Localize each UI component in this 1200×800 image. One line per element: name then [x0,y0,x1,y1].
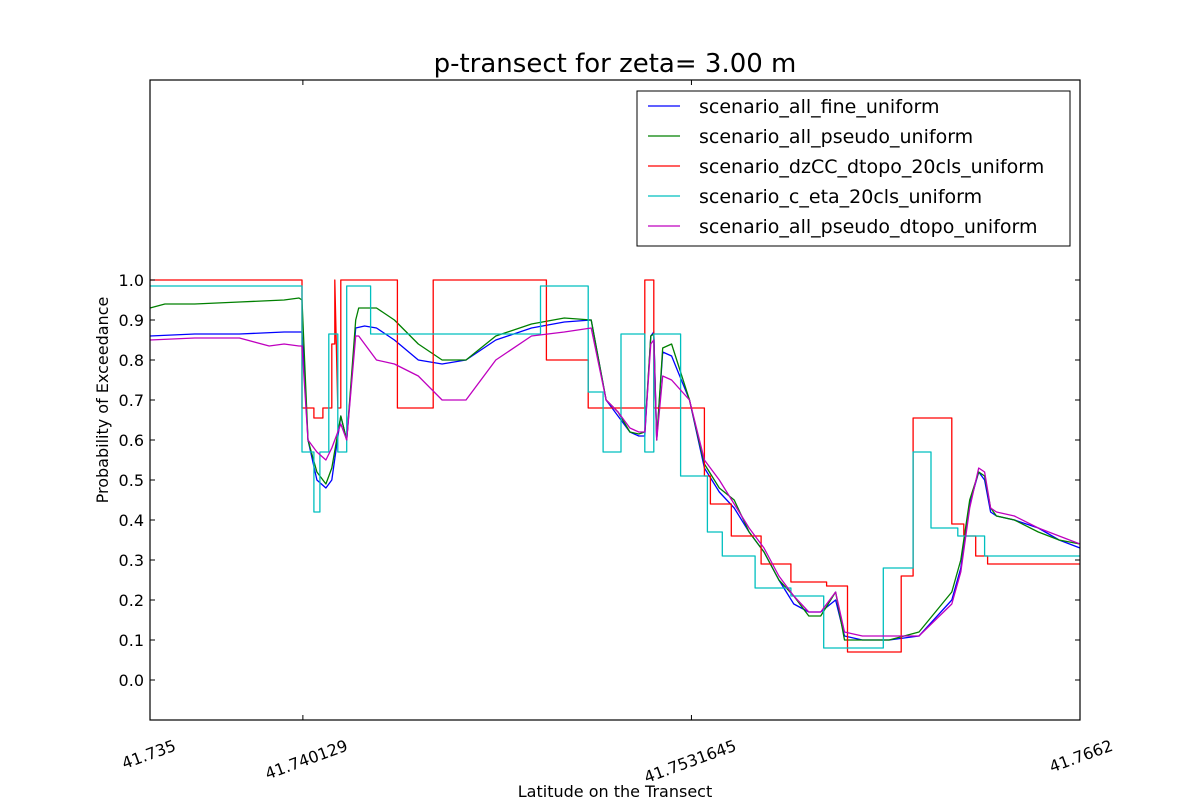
legend-entry-label: scenario_all_fine_uniform [699,96,940,118]
y-axis-label: Probability of Exceedance [93,297,112,504]
x-axis-label: Latitude on the Transect [518,782,713,800]
series-layer [149,279,1081,653]
series-line-4 [150,285,1080,649]
legend-box [636,90,1071,247]
legend-entry-label: scenario_all_pseudo_uniform [699,126,973,148]
chart-title: p-transect for zeta= 3.00 m [434,49,797,79]
series-line-2 [149,297,1081,641]
x-tick-label: 41.7662 [1047,736,1116,776]
y-tick-label: 0.6 [119,431,144,450]
x-tick-label: 41.740129 [262,736,350,783]
x-tick-label: 41.7531645 [641,736,738,787]
legend: scenario_all_fine_uniform scenario_all_ps… [636,90,1071,247]
y-tick-label: 0.3 [119,551,144,570]
y-tick-label: 0.8 [119,351,144,370]
legend-entry-label: scenario_c_eta_20cls_uniform [699,186,982,208]
series-line-5 [149,327,1081,637]
y-tick-label: 0.1 [119,631,144,650]
plot-frame [149,79,1081,721]
y-tick-label: 1.0 [119,271,144,290]
y-tick-label: 0.9 [119,311,144,330]
y-tick-label: 0.5 [119,471,144,490]
legend-entry-label: scenario_all_pseudo_dtopo_uniform [699,216,1038,238]
series-line-3 [150,279,1080,653]
y-tick-label: 0.4 [119,511,144,530]
y-tick-label: 0.7 [119,391,144,410]
legend-entry-label: scenario_dzCC_dtopo_20cls_uniform [699,156,1044,178]
series-line-1 [149,319,1081,641]
y-tick-label: 0.2 [119,591,144,610]
x-tick-label: 41.735 [119,736,178,773]
y-tick-label: 0.0 [119,671,144,690]
